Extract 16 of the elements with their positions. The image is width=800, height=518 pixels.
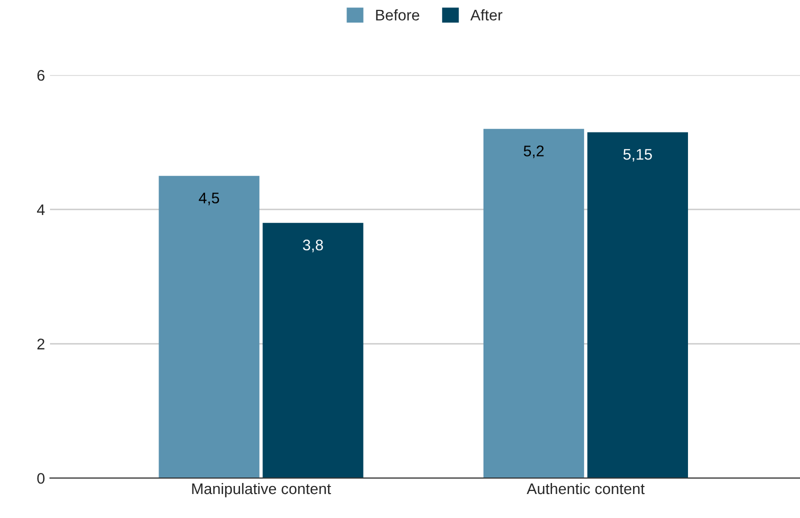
data-label: 4,5 — [198, 192, 220, 206]
y-tick-label: 0 — [37, 472, 45, 484]
bar — [158, 176, 260, 478]
data-label: 5,2 — [524, 146, 544, 158]
y-tick-label: 6 — [37, 70, 44, 81]
y-tick-label: 4 — [36, 204, 45, 215]
x-tick-label: Manipulative content — [192, 482, 331, 498]
bar — [262, 222, 364, 478]
legend-label: Before — [376, 9, 420, 20]
legend-label: After — [470, 9, 502, 20]
y-tick-label: 2 — [37, 338, 44, 350]
data-label: 3,8 — [302, 240, 323, 252]
x-tick-label: Authentic content — [526, 482, 645, 494]
bar — [587, 132, 688, 478]
bar — [483, 128, 584, 478]
data-label: 5,15 — [623, 149, 652, 162]
